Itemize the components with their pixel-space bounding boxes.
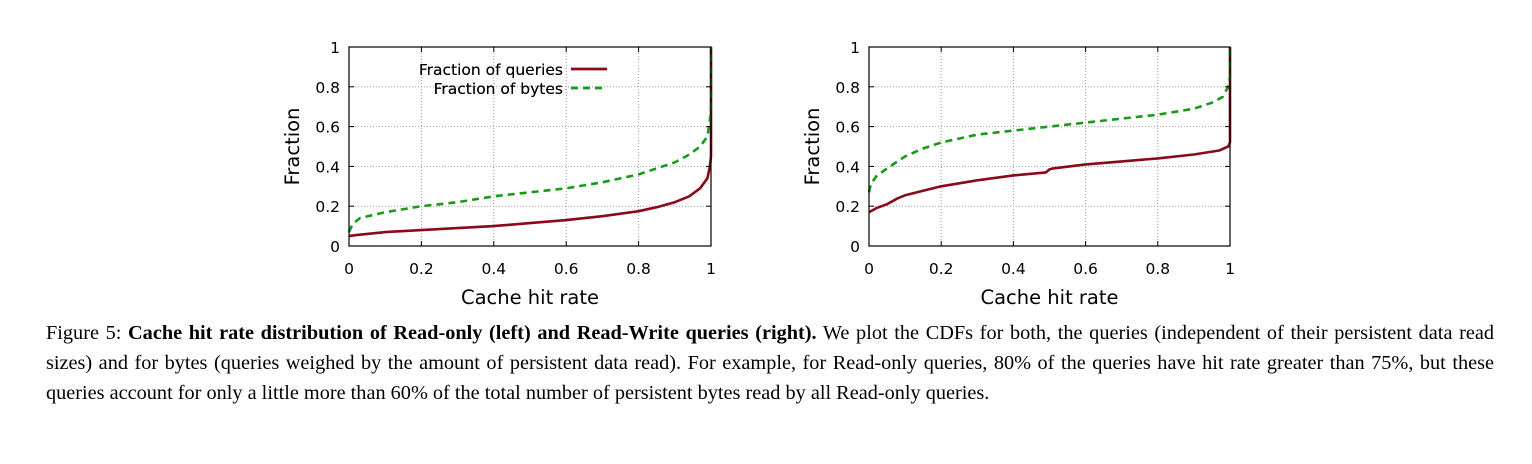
y-tick-label: 0.8 [315, 79, 340, 97]
y-tick-label: 0.4 [315, 158, 340, 176]
series-line [868, 47, 1232, 214]
y-tick-label: 0.6 [835, 119, 860, 137]
caption-body: We plot the CDFs for both, the queries (… [46, 322, 1494, 404]
x-tick-label: 0.8 [626, 260, 651, 278]
y-tick-label: 0 [330, 238, 340, 256]
x-axis-label: Cache hit rate [980, 286, 1118, 309]
x-tick-label: 0.4 [481, 260, 506, 278]
y-tick-label: 0.2 [315, 198, 340, 216]
y-tick-label: 1 [330, 39, 340, 57]
y-tick-label: 1 [850, 39, 860, 57]
legend-label: Fraction of bytes [434, 80, 563, 98]
x-tick-label: 0.8 [1145, 260, 1170, 278]
y-tick-label: 0 [850, 238, 860, 256]
x-tick-label: 0.2 [409, 260, 434, 278]
legend-label: Fraction of queries [419, 61, 563, 79]
caption-title: Cache hit rate distribution of Read-only… [128, 322, 817, 344]
x-tick-label: 1 [1225, 260, 1235, 278]
x-tick-label: 0.4 [1001, 260, 1026, 278]
y-tick-label: 0.8 [835, 79, 860, 97]
y-tick-label: 0.4 [835, 158, 860, 176]
y-tick-label: 0.6 [315, 119, 340, 137]
x-tick-label: 0 [344, 260, 354, 278]
series-line [348, 47, 713, 238]
x-tick-label: 0 [864, 260, 874, 278]
y-tick-label: 0.2 [835, 198, 860, 216]
figure-caption: Figure 5: Cache hit rate distribution of… [46, 318, 1494, 408]
caption-label: Figure 5: [46, 322, 129, 344]
x-axis-label: Cache hit rate [461, 286, 599, 309]
y-axis-label: Fraction [281, 108, 304, 186]
x-tick-label: 0.6 [1073, 260, 1098, 278]
x-tick-label: 0.2 [929, 260, 954, 278]
plot-frame [348, 46, 712, 247]
y-axis-label: Fraction [801, 108, 824, 186]
plot-frame [868, 46, 1231, 247]
legend-label: Fraction of bytes [434, 80, 563, 98]
x-tick-label: 1 [706, 260, 716, 278]
series-line [867, 47, 1232, 193]
legend-label: Fraction of queries [419, 61, 563, 79]
x-tick-label: 0.6 [554, 260, 579, 278]
